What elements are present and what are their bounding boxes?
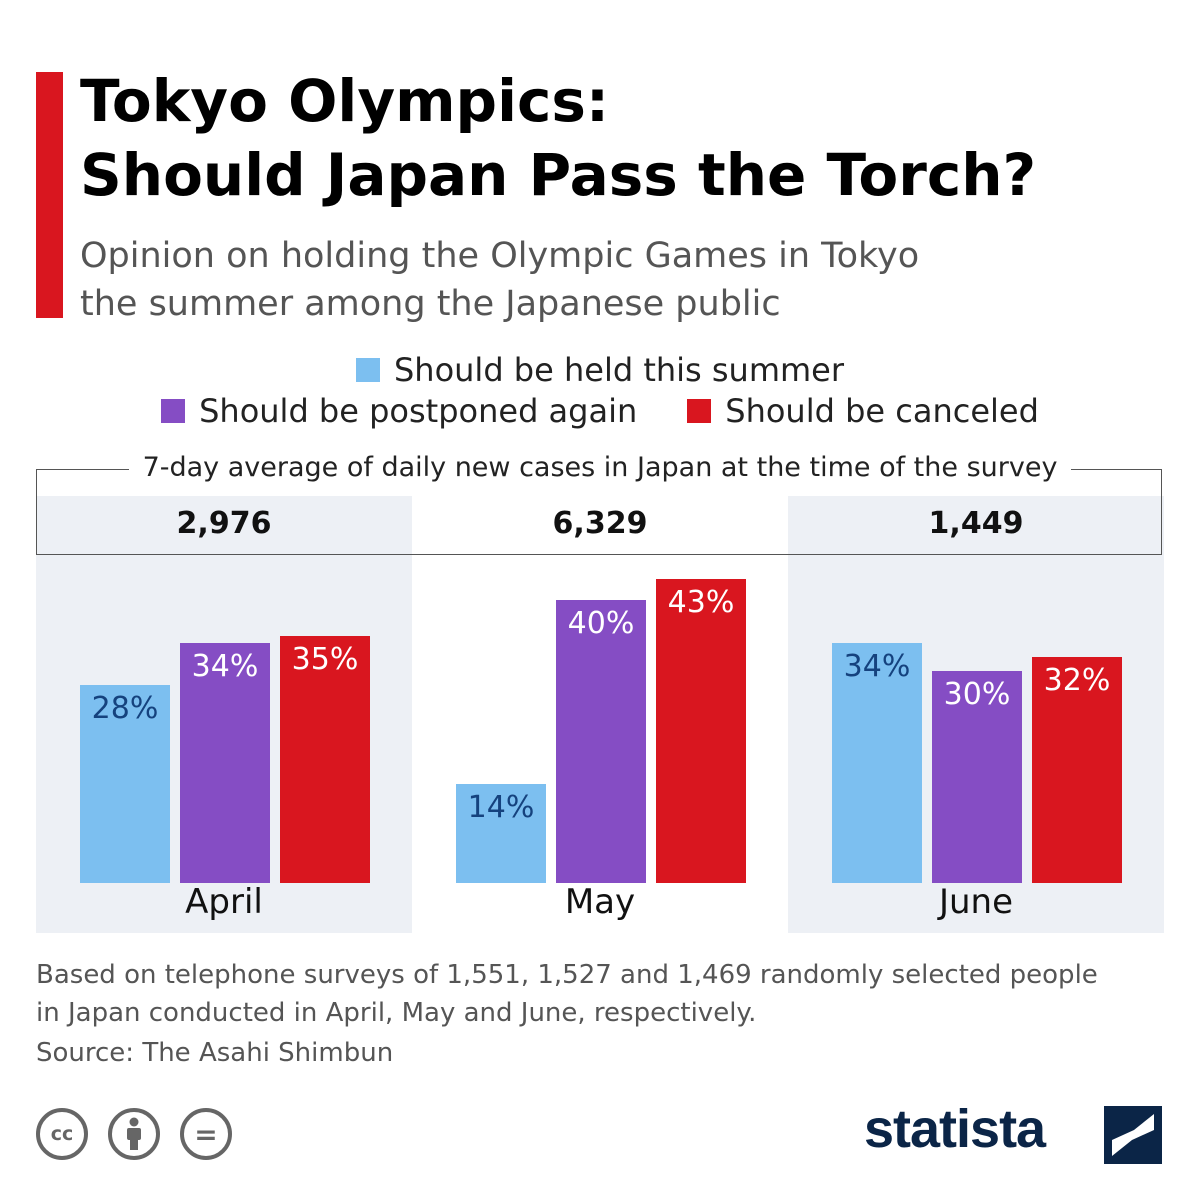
month-label-june: June	[938, 882, 1014, 922]
legend-label-held: Should be held this summer	[393, 351, 845, 389]
footnote-line-1: Based on telephone surveys of 1,551, 1,5…	[36, 960, 1098, 990]
bar-label-may-held: 14%	[467, 790, 535, 826]
month-label-april: April	[185, 882, 263, 922]
bar-april-held	[80, 685, 170, 883]
footnote-line-2: in Japan conducted in April, May and Jun…	[36, 998, 757, 1028]
month-label-may: May	[564, 882, 636, 922]
cases-header-text: 7-day average of daily new cases in Japa…	[128, 452, 1072, 483]
subtitle-line-1: Opinion on holding the Olympic Games in …	[80, 236, 920, 276]
legend-item-canceled: Should be canceled	[687, 391, 1039, 431]
bar-label-may-postponed: 40%	[567, 606, 635, 642]
cc-icon-text: cc	[50, 1123, 74, 1145]
legend-item-postponed: Should be postponed again	[161, 391, 637, 431]
person-glyph	[127, 1117, 141, 1150]
bar-june-postponed	[932, 670, 1022, 883]
statista-logo-icon	[1104, 1106, 1162, 1164]
no-derivatives-icon-text: =	[194, 1117, 218, 1151]
legend-swatch-postponed	[161, 399, 186, 423]
cases-value-may: 6,329	[552, 506, 648, 541]
no-derivatives-icon[interactable]: =	[180, 1108, 232, 1160]
title-line-2: Should Japan Pass the Torch?	[80, 141, 1037, 209]
bar-may-canceled	[656, 578, 746, 883]
bar-label-may-canceled: 43%	[667, 584, 735, 620]
footnote: Based on telephone surveys of 1,551, 1,5…	[36, 956, 1176, 1032]
cc-icon[interactable]: cc	[36, 1108, 88, 1160]
legend-item-held: Should be held this summer	[355, 350, 845, 390]
bar-label-april-postponed: 34%	[191, 648, 259, 684]
legend-label-postponed: Should be postponed again	[199, 392, 638, 430]
legend-row-1: Should be held this summer	[0, 350, 1200, 390]
attribution-icon[interactable]	[108, 1108, 160, 1160]
legend-swatch-held	[355, 358, 380, 382]
cases-value-april: 2,976	[176, 506, 272, 541]
bar-label-april-held: 28%	[91, 691, 159, 727]
subtitle: Opinion on holding the Olympic Games in …	[80, 232, 1080, 328]
bar-june-canceled	[1032, 656, 1122, 883]
bar-label-june-held: 34%	[843, 648, 911, 684]
legend-row-2: Should be postponed again Should be canc…	[0, 391, 1200, 431]
title-line-1: Tokyo Olympics:	[80, 67, 610, 135]
bar-label-june-canceled: 32%	[1043, 662, 1111, 698]
page-title: Tokyo Olympics: Should Japan Pass the To…	[80, 64, 1180, 212]
bar-label-april-canceled: 35%	[291, 641, 359, 677]
statista-logo-text[interactable]: statista	[864, 1099, 1046, 1159]
title-accent-bar	[36, 72, 63, 318]
subtitle-line-2: the summer among the Japanese public	[80, 284, 781, 324]
bar-may-postponed	[556, 600, 646, 883]
bar-april-canceled	[280, 635, 370, 883]
legend-label-canceled: Should be canceled	[725, 392, 1039, 430]
bar-june-held	[832, 642, 922, 883]
legend-swatch-canceled	[687, 399, 712, 423]
bar-label-june-postponed: 30%	[943, 676, 1011, 712]
cases-value-june: 1,449	[928, 506, 1024, 541]
cases-header: 7-day average of daily new cases in Japa…	[0, 449, 1200, 487]
source-text: Source: The Asahi Shimbun	[36, 1038, 394, 1068]
bar-may-held	[456, 784, 546, 883]
bar-april-postponed	[180, 642, 270, 883]
